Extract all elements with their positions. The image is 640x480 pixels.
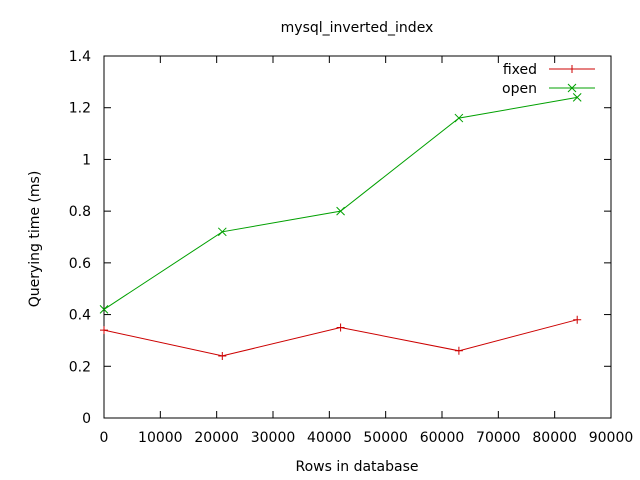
data-point-fixed [218,351,227,360]
x-tick-label: 60000 [420,430,465,446]
data-point-fixed [573,315,582,324]
plot-area: 0 0.2 0.4 0.6 0.8 1 1.2 1.4 0 10000 20000 30000 4000… [69,49,634,446]
data-point-fixed [454,346,463,355]
x-tick-label: 10000 [138,430,183,446]
series-line-open [103,96,578,310]
x-tick-label: 80000 [532,430,577,446]
y-tick-label: 1.2 [69,101,91,117]
y-tick-label: 1.4 [69,49,91,65]
legend-marker-fixed [568,65,576,73]
y-tick-label: 0.2 [69,359,91,375]
data-point-open [336,206,345,216]
data-point-fixed [336,323,345,332]
legend-label-open: open [502,81,537,97]
data-point-open [217,227,227,237]
y-tick-label: 0.6 [69,256,91,272]
x-tick-label: 30000 [251,430,296,446]
y-tick-label: 1 [82,152,91,168]
x-tick-label: 90000 [589,430,634,446]
x-axis-label: Rows in database [296,459,419,475]
x-tick-label: 70000 [476,430,521,446]
y-axis-label: Querying time (ms) [27,171,43,308]
x-tick-label: 0 [100,430,109,446]
legend-marker-open [567,83,577,93]
data-point-open [572,93,582,102]
data-point-open [99,305,109,314]
y-tick-label: 0.8 [69,204,91,220]
x-tick-label: 50000 [363,430,408,446]
plot-frame [103,55,612,419]
chart-title: mysql_inverted_index [281,20,434,36]
x-tick-label: 20000 [194,430,239,446]
data-point-fixed [100,326,108,335]
y-tick-label: 0.4 [69,308,91,324]
x-tick-label: 40000 [307,430,352,446]
y-tick-label: 0 [82,411,91,427]
data-point-open [454,113,464,123]
legend-label-fixed: fixed [503,62,537,78]
